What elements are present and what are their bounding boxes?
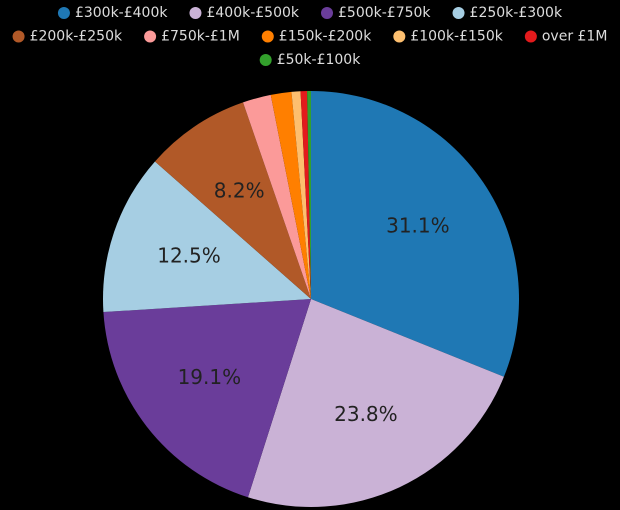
legend-swatch	[524, 30, 537, 43]
legend-label: £500k-£750k	[338, 5, 431, 21]
legend-label: £150k-£200k	[279, 29, 372, 45]
legend-label: over £1M	[542, 29, 608, 45]
legend-label: £300k-£400k	[75, 5, 168, 21]
pie-slice	[243, 94, 311, 300]
legend-row: £300k-£400k £400k-£500k £500k-£750k £250k-£…	[57, 5, 563, 21]
legend-label: £250k-£300k	[470, 5, 563, 21]
pie-slice	[300, 91, 311, 299]
legend-swatch	[321, 7, 333, 19]
slice-label: 8.2%	[214, 178, 265, 202]
slice-label: 12.5%	[157, 244, 221, 268]
legend-swatch	[57, 7, 70, 19]
slice-label: 23.8%	[334, 402, 398, 426]
pie-slice	[154, 102, 311, 299]
legend-swatch	[259, 54, 272, 66]
legend-swatch	[189, 7, 202, 19]
pie-slice	[247, 299, 504, 507]
pie-slice	[291, 91, 311, 299]
pie-slice	[103, 299, 312, 498]
legend-label: £100k-£150k	[410, 29, 503, 45]
legend-swatch	[261, 30, 274, 43]
slice-label: 19.1%	[178, 365, 242, 389]
pie-slice	[270, 91, 311, 299]
legend-row: £50k-£100k	[259, 52, 362, 68]
pie-slice	[307, 91, 311, 299]
legend-label: £400k-£500k	[206, 5, 299, 21]
legend-label: £200k-£250k	[30, 29, 123, 45]
legend-swatch	[12, 30, 25, 43]
slice-label: 31.1%	[386, 213, 450, 237]
legend-row: £200k-£250k £750k-£1M £150k-£200k £100k-£15…	[12, 29, 608, 45]
pie-slice	[102, 161, 311, 313]
legend-label: £750k-£1M	[161, 29, 240, 45]
legend-swatch	[393, 30, 406, 43]
legend-label: £50k-£100k	[277, 52, 362, 68]
pie-slice	[311, 91, 519, 377]
legend-swatch	[144, 30, 157, 43]
legend-swatch	[452, 7, 465, 19]
